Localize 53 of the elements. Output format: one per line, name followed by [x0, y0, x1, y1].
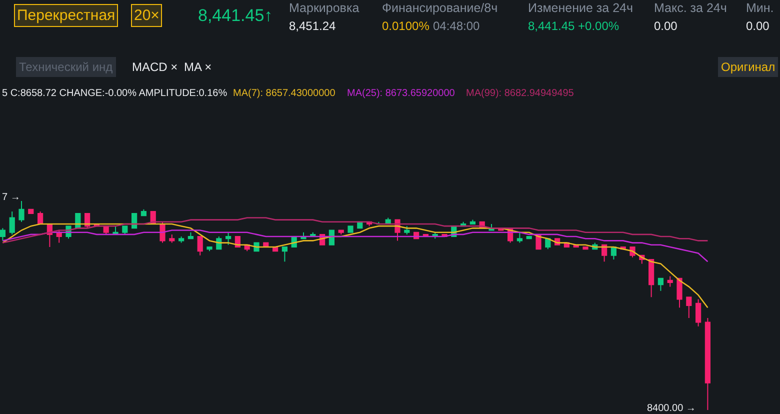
candlestick — [658, 278, 664, 292]
candlestick — [686, 296, 692, 319]
candlestick — [282, 246, 288, 262]
candlestick — [206, 246, 212, 252]
text: 0.00 — [654, 19, 678, 33]
candlestick — [0, 228, 6, 242]
text: Мин. — [746, 1, 774, 15]
candlestick — [582, 246, 588, 250]
text: Макс. за 24ч — [654, 1, 727, 15]
candlestick — [140, 208, 146, 216]
text: 8,441.45↑ — [198, 6, 273, 25]
candlestick — [188, 232, 194, 240]
candlestick — [470, 219, 476, 224]
candlestick — [18, 200, 24, 222]
text: MA(7): 8657.43000000 — [233, 88, 336, 99]
text: Финансирование/8ч — [382, 1, 498, 15]
text: MA(99): 8682.94949495 — [466, 88, 574, 99]
candlestick — [9, 210, 15, 235]
text: MACD × — [132, 60, 178, 74]
text: Технический инд — [19, 60, 113, 74]
text: Маркировка — [289, 1, 360, 15]
candlestick — [178, 236, 184, 244]
text: 5 C:8658.72 CHANGE:-0.00% AMPLITUDE:0.16% — [2, 88, 228, 99]
text: 04:48:00 — [433, 19, 480, 33]
annotation: 8400.00 → — [647, 403, 696, 414]
text: 8,451.24 — [289, 19, 336, 33]
candlestick — [648, 259, 654, 298]
text: 8,441.45 +0.00% — [528, 19, 620, 33]
text: Оригинал — [721, 60, 776, 74]
candlestick — [338, 230, 344, 235]
candlestick — [38, 210, 44, 224]
candlestick — [197, 236, 203, 256]
candlestick — [28, 208, 34, 214]
candlestick — [348, 226, 354, 233]
text: 0.00 — [746, 19, 770, 33]
candlestick — [602, 244, 608, 262]
candlestick — [132, 213, 138, 229]
candlestick — [696, 298, 702, 327]
candlestick — [122, 226, 128, 235]
text: MA(25): 8673.65920000 — [347, 88, 456, 99]
text: Изменение за 24ч — [528, 1, 633, 15]
candlestick — [169, 234, 175, 244]
candlestick — [704, 318, 710, 410]
candlestick — [404, 226, 410, 235]
candlestick — [667, 276, 673, 288]
text: Перекрестная — [17, 7, 116, 24]
candlestick — [516, 232, 522, 244]
text: MA × — [184, 60, 212, 74]
text: 20× — [134, 7, 160, 24]
candlestick — [226, 232, 232, 246]
candlestick — [676, 278, 682, 308]
annotation: 7 → — [2, 192, 20, 203]
text: 0.0100% — [382, 19, 430, 33]
